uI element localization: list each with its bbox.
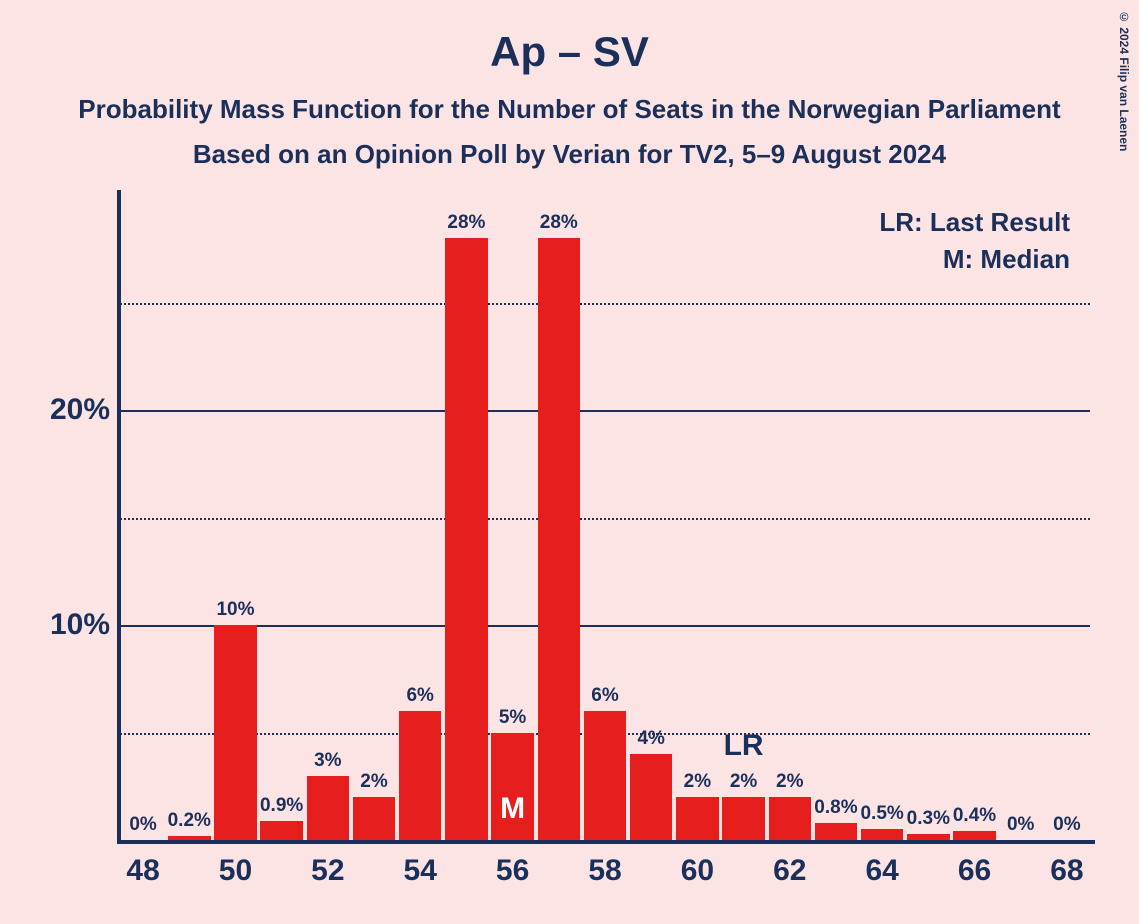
bar: 2%: [676, 797, 718, 840]
bar-value-label: 6%: [591, 685, 618, 711]
x-axis-label: 48: [126, 840, 159, 888]
legend-m: M: Median: [879, 244, 1070, 275]
y-axis-label: 10%: [50, 608, 120, 642]
bar: 0.8%: [815, 823, 857, 840]
bar-value-label: 6%: [406, 685, 433, 711]
bar: 6%: [399, 711, 441, 840]
bar-value-label: 0.5%: [860, 803, 903, 829]
gridline-major: [120, 625, 1090, 627]
bar-value-label: 10%: [216, 599, 254, 625]
bar: 28%: [538, 238, 580, 840]
bar-value-label: 2%: [776, 771, 803, 797]
x-axis-label: 56: [496, 840, 529, 888]
copyright-text: © 2024 Filip van Laenen: [1117, 10, 1131, 151]
chart-plot-area: 10%20%0%0.2%10%0.9%3%2%6%28%5%28%6%4%2%2…: [120, 195, 1090, 840]
legend-lr: LR: Last Result: [879, 207, 1070, 238]
bar-value-label: 0%: [1053, 814, 1080, 840]
chart-subtitle-1: Probability Mass Function for the Number…: [0, 76, 1139, 125]
chart-title: Ap – SV: [0, 0, 1139, 76]
bar-value-label: 2%: [684, 771, 711, 797]
bar-value-label: 0%: [1007, 814, 1034, 840]
bar-value-label: 28%: [540, 212, 578, 238]
bar: 0.4%: [953, 831, 995, 840]
y-axis: [117, 190, 121, 840]
bar: 2%: [769, 797, 811, 840]
legend: LR: Last Result M: Median: [879, 207, 1070, 281]
bar: 10%: [214, 625, 256, 840]
bar: 2%: [353, 797, 395, 840]
gridline-minor: [120, 303, 1090, 305]
x-axis-label: 62: [773, 840, 806, 888]
bar-value-label: 28%: [447, 212, 485, 238]
bar: 28%: [445, 238, 487, 840]
bar: 0.9%: [260, 821, 302, 840]
x-axis-label: 64: [865, 840, 898, 888]
x-axis-label: 58: [588, 840, 621, 888]
x-axis-label: 60: [681, 840, 714, 888]
bar: 0.5%: [861, 829, 903, 840]
chart-subtitle-2: Based on an Opinion Poll by Verian for T…: [0, 125, 1139, 170]
x-axis-label: 50: [219, 840, 252, 888]
x-axis-label: 66: [958, 840, 991, 888]
x-axis-label: 52: [311, 840, 344, 888]
bar-value-label: 0.8%: [814, 797, 857, 823]
bar: 2%: [722, 797, 764, 840]
bar-value-label: 2%: [730, 771, 757, 797]
median-marker: M: [500, 792, 525, 826]
bar-value-label: 0%: [129, 814, 156, 840]
gridline-minor: [120, 518, 1090, 520]
bar-value-label: 5%: [499, 707, 526, 733]
gridline-major: [120, 410, 1090, 412]
x-axis-label: 54: [404, 840, 437, 888]
y-axis-label: 20%: [50, 393, 120, 427]
bar-value-label: 4%: [637, 728, 664, 754]
bar-value-label: 0.4%: [953, 805, 996, 831]
bar-value-label: 3%: [314, 750, 341, 776]
bar-value-label: 0.3%: [907, 808, 950, 834]
bar-value-label: 0.9%: [260, 795, 303, 821]
bar: 3%: [307, 776, 349, 841]
bar: 4%: [630, 754, 672, 840]
bar-value-label: 2%: [360, 771, 387, 797]
bar: 6%: [584, 711, 626, 840]
x-axis-label: 68: [1050, 840, 1083, 888]
lr-marker: LR: [724, 729, 764, 763]
bar-value-label: 0.2%: [168, 810, 211, 836]
